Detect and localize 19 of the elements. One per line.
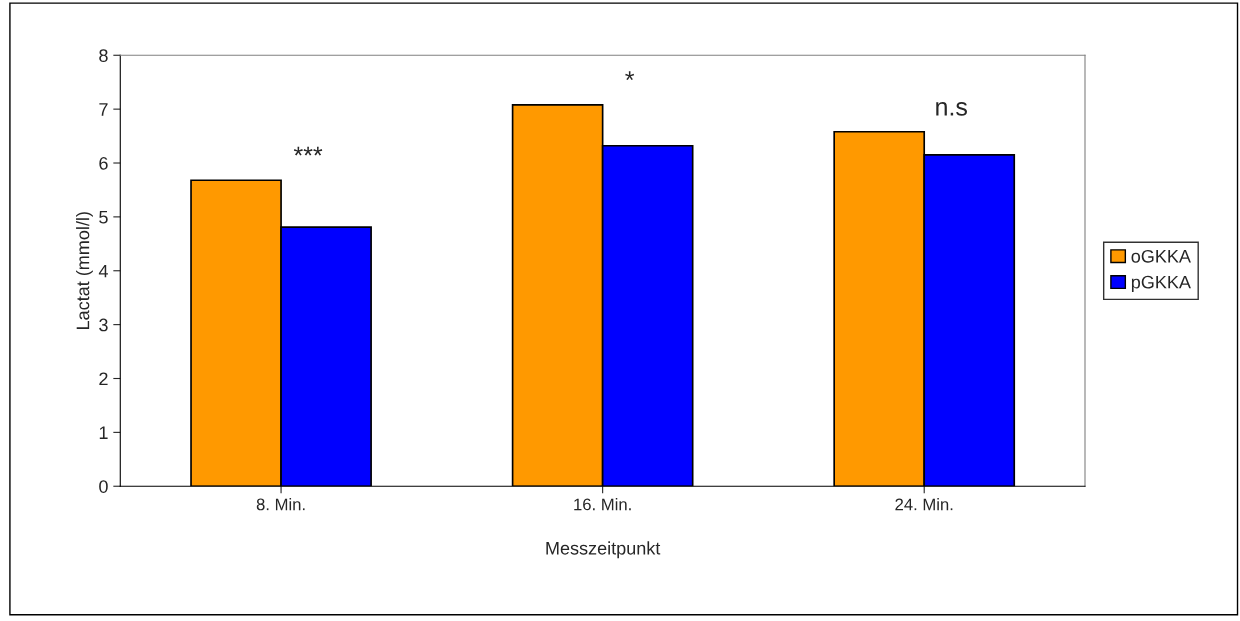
- annotation: *: [625, 71, 635, 81]
- x-tick-label: 8. Min.: [256, 498, 305, 511]
- x-axis-title: Messzeitpunkt: [546, 541, 661, 559]
- legend-label: pGKKA: [1131, 275, 1191, 293]
- x-tick-label: 24. Min.: [895, 498, 953, 511]
- annotation: n.s: [936, 102, 967, 116]
- y-tick-label: 3: [99, 318, 108, 332]
- y-tick-label: 5: [99, 211, 108, 224]
- y-tick-label: 8: [99, 49, 108, 62]
- y-tick-label: 0: [99, 480, 108, 493]
- y-tick-label: 4: [98, 264, 108, 278]
- y-tick-label: 6: [99, 156, 108, 170]
- y-tick-label: 1: [99, 426, 108, 439]
- legend-label: oGKKA: [1131, 249, 1191, 263]
- y-tick-label: 7: [99, 103, 108, 116]
- y-tick-label: 2: [99, 372, 108, 386]
- annotation: ***: [293, 146, 323, 156]
- x-tick-label: 16. Min.: [574, 498, 631, 511]
- y-axis-title: Lactat (mmol/l): [76, 212, 93, 329]
